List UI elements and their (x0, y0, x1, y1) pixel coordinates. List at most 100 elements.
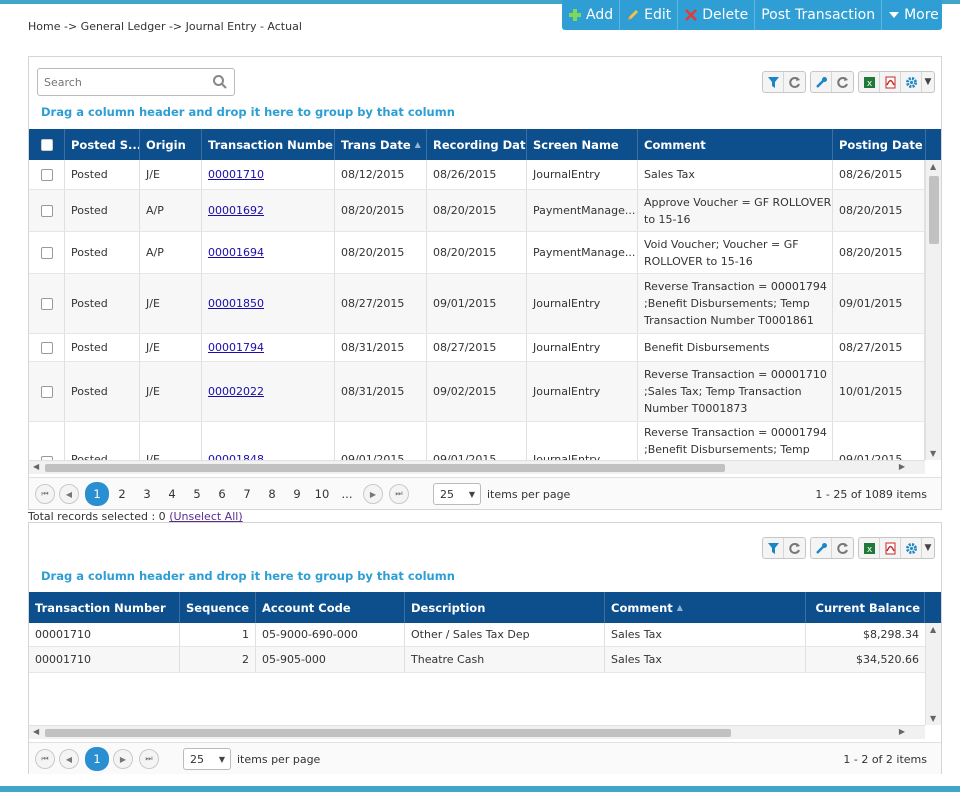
column-header-comment[interactable]: Comment (638, 129, 833, 160)
page-3[interactable]: 3 (143, 487, 151, 501)
page-size-select[interactable]: 25 ▼ (433, 483, 481, 505)
column-header-posting-date[interactable]: Posting Date (833, 129, 926, 160)
page-8[interactable]: 8 (268, 487, 276, 501)
transaction-number-link[interactable]: 00001794 (202, 334, 335, 361)
gear-icon[interactable] (901, 538, 922, 558)
row-checkbox[interactable] (29, 422, 65, 460)
row-checkbox[interactable] (29, 232, 65, 273)
search-input[interactable] (44, 76, 204, 89)
page-size-select[interactable]: 25 ▼ (183, 748, 231, 770)
page-7[interactable]: 7 (243, 487, 251, 501)
first-page-icon[interactable]: ⏮ (35, 749, 55, 769)
unselect-all-link[interactable]: (Unselect All) (169, 510, 243, 523)
grid2-horizontal-scrollbar[interactable]: ◀ ▶ (29, 725, 925, 739)
page-6[interactable]: 6 (218, 487, 226, 501)
page-2[interactable]: 2 (118, 487, 126, 501)
add-button[interactable]: Add (562, 0, 621, 30)
refresh-icon[interactable] (832, 72, 853, 92)
settings-caret-icon[interactable]: ▼ (924, 543, 932, 553)
column-header-transaction-number[interactable]: Transaction Number (29, 592, 180, 623)
more-button[interactable]: More (882, 0, 945, 30)
refresh-filter-icon[interactable] (784, 72, 805, 92)
filter-icon[interactable] (763, 538, 784, 558)
transaction-number-link[interactable]: 00001848 (202, 422, 335, 460)
pdf-export-icon[interactable] (880, 538, 901, 558)
row-checkbox[interactable] (29, 334, 65, 361)
filter-icon[interactable] (763, 72, 784, 92)
table-row[interactable]: Posted J/E 00001850 08/27/2015 09/01/201… (29, 274, 925, 334)
page-1[interactable]: 1 (85, 747, 109, 771)
scroll-left-icon[interactable]: ◀ (33, 462, 40, 471)
scroll-right-icon[interactable]: ▶ (898, 462, 905, 471)
page-5[interactable]: 5 (193, 487, 201, 501)
column-header-description[interactable]: Description (405, 592, 605, 623)
table-row[interactable]: Posted J/E 00002022 08/31/2015 09/02/201… (29, 362, 925, 422)
page-more[interactable]: ... (341, 487, 353, 501)
scroll-right-icon[interactable]: ▶ (898, 727, 905, 736)
transaction-number-link[interactable]: 00001694 (202, 232, 335, 273)
table-row[interactable]: Posted A/P 00001692 08/20/2015 08/20/201… (29, 190, 925, 232)
grid1-vertical-scrollbar[interactable]: ▲ ▼ (925, 160, 941, 460)
transaction-number-link[interactable]: 00001692 (202, 190, 335, 231)
next-page-icon[interactable]: ▶ (113, 749, 133, 769)
excel-export-icon[interactable]: x (859, 538, 880, 558)
column-header-comment[interactable]: Comment ▲ (605, 592, 806, 623)
horizontal-scroll-thumb[interactable] (45, 464, 725, 472)
scroll-down-icon[interactable]: ▼ (930, 714, 937, 723)
last-page-icon[interactable]: ⏭ (389, 484, 409, 504)
column-header-account-code[interactable]: Account Code (256, 592, 405, 623)
table-row[interactable]: Posted A/P 00001694 08/20/2015 08/20/201… (29, 232, 925, 274)
row-checkbox[interactable] (29, 160, 65, 189)
scroll-left-icon[interactable]: ◀ (33, 727, 40, 736)
wrench-icon[interactable] (811, 538, 832, 558)
table-row[interactable]: 00001710 2 05-905-000 Theatre Cash Sales… (29, 647, 925, 673)
last-page-icon[interactable]: ⏭ (139, 749, 159, 769)
excel-export-icon[interactable]: x (859, 72, 880, 92)
table-row[interactable]: Posted J/E 00001794 08/31/2015 08/27/201… (29, 334, 925, 362)
gear-icon[interactable] (901, 72, 922, 92)
vertical-scroll-thumb[interactable] (929, 176, 939, 244)
column-header-sequence[interactable]: Sequence (180, 592, 256, 623)
grid1-horizontal-scrollbar[interactable]: ◀ ▶ (29, 460, 925, 474)
select-all-checkbox[interactable] (29, 129, 65, 160)
scroll-up-icon[interactable]: ▲ (930, 162, 937, 171)
table-row[interactable]: Posted J/E 00001710 08/12/2015 08/26/201… (29, 160, 925, 190)
next-page-icon[interactable]: ▶ (363, 484, 383, 504)
transaction-number-link[interactable]: 00001710 (202, 160, 335, 189)
page-1[interactable]: 1 (85, 482, 109, 506)
transaction-number-link[interactable]: 00001850 (202, 274, 335, 333)
table-row[interactable]: Posted J/E 00001848 09/01/2015 09/01/201… (29, 422, 925, 460)
page-9[interactable]: 9 (293, 487, 301, 501)
delete-button[interactable]: Delete (678, 0, 756, 30)
scroll-up-icon[interactable]: ▲ (930, 625, 937, 634)
grid2-vertical-scrollbar[interactable]: ▲ ▼ (925, 623, 941, 725)
edit-button[interactable]: Edit (620, 0, 679, 30)
row-checkbox[interactable] (29, 190, 65, 231)
page-10[interactable]: 10 (314, 487, 330, 501)
column-header-trans-date[interactable]: Trans Date ▲ (335, 129, 427, 160)
prev-page-icon[interactable]: ◀ (59, 484, 79, 504)
transaction-number-link[interactable]: 00002022 (202, 362, 335, 421)
column-header-screen-name[interactable]: Screen Name (527, 129, 638, 160)
row-checkbox[interactable] (29, 362, 65, 421)
first-page-icon[interactable]: ⏮ (35, 484, 55, 504)
column-header-recording-date[interactable]: Recording Date (427, 129, 527, 160)
page-4[interactable]: 4 (168, 487, 176, 501)
wrench-icon[interactable] (811, 72, 832, 92)
column-header-current-balance[interactable]: Current Balance (806, 592, 925, 623)
pdf-export-icon[interactable] (880, 72, 901, 92)
column-header-posted-status[interactable]: Posted S... (65, 129, 140, 160)
scroll-down-icon[interactable]: ▼ (930, 449, 937, 458)
search-icon[interactable] (212, 74, 228, 90)
search-box[interactable] (37, 68, 235, 96)
post-transaction-button[interactable]: Post Transaction (755, 0, 883, 30)
row-checkbox[interactable] (29, 274, 65, 333)
column-header-origin[interactable]: Origin (140, 129, 202, 160)
horizontal-scroll-thumb[interactable] (45, 729, 731, 737)
refresh-filter-icon[interactable] (784, 538, 805, 558)
table-row[interactable]: 00001710 1 05-9000-690-000 Other / Sales… (29, 623, 925, 647)
prev-page-icon[interactable]: ◀ (59, 749, 79, 769)
settings-caret-icon[interactable]: ▼ (924, 77, 932, 87)
column-header-transaction-number[interactable]: Transaction Number (202, 129, 335, 160)
refresh-icon[interactable] (832, 538, 853, 558)
